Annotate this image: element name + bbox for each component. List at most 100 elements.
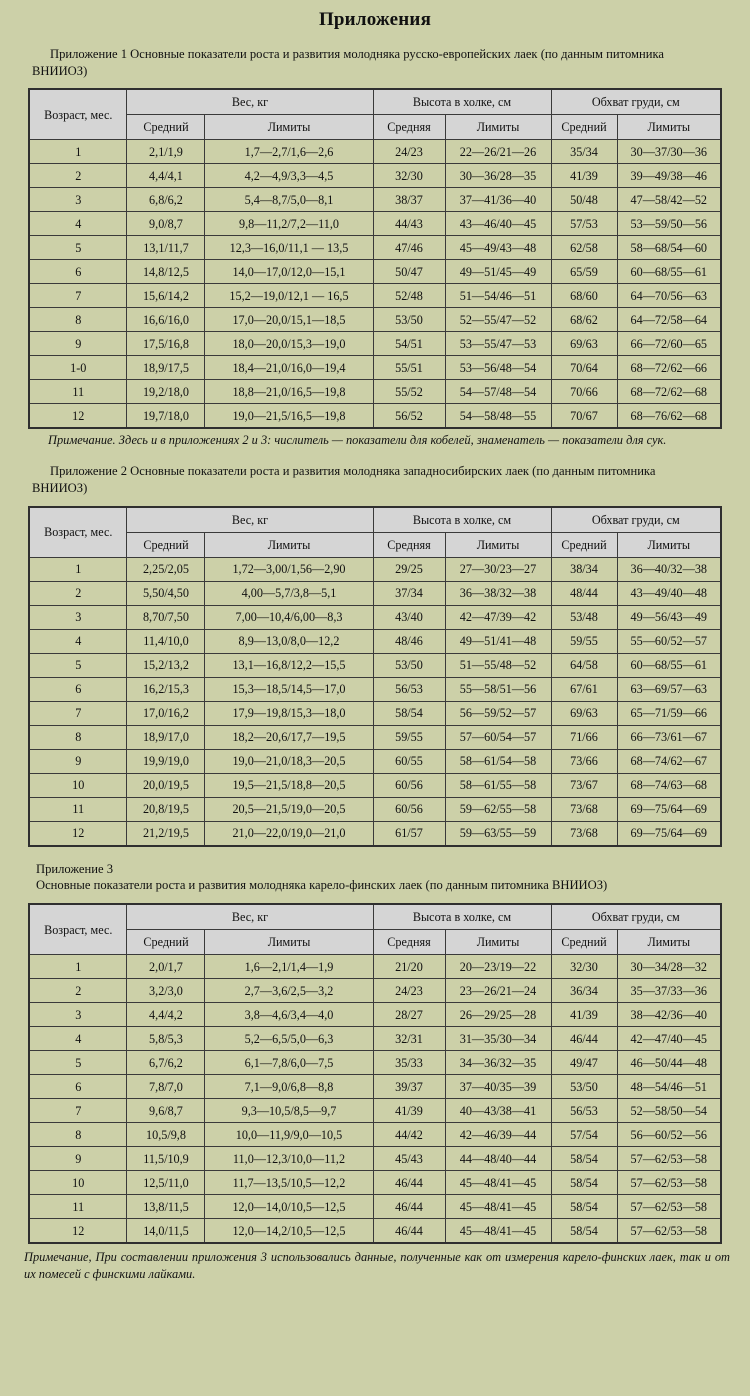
table-row: 6 16,2/15,3 15,3—18,5/14,5—17,0 56/53 55—58/… <box>28 676 722 702</box>
cell-height-lim: 45—48/41—45 <box>444 1218 552 1244</box>
table-header: Возраст, мес. Вес, кг Высота в холке, см… <box>28 88 722 141</box>
col-header-chest-avg: Средний <box>550 531 618 558</box>
cell-weight-lim: 11,7—13,5/10,5—12,2 <box>204 1170 374 1196</box>
cell-weight-lim: 3,8—4,6/3,4—4,0 <box>204 1002 374 1028</box>
cell-weight-lim: 19,0—21,5/16,5—19,8 <box>204 403 374 429</box>
cell-height-avg: 59/55 <box>372 724 446 750</box>
cell-weight-avg: 20,8/19,5 <box>126 796 206 822</box>
cell-weight-avg: 9,0/8,7 <box>126 211 206 237</box>
cell-chest-avg: 64/58 <box>550 652 618 678</box>
col-header-age: Возраст, мес. <box>28 903 128 956</box>
cell-chest-lim: 60—68/55—61 <box>616 259 722 285</box>
cell-chest-lim: 42—47/40—45 <box>616 1026 722 1052</box>
cell-height-lim: 56—59/52—57 <box>444 700 552 726</box>
table-row: 2 4,4/4,1 4,2—4,9/3,3—4,5 32/30 30—36/28—35 4… <box>28 163 722 189</box>
cell-weight-avg: 15,6/14,2 <box>126 283 206 309</box>
cell-age: 6 <box>28 1074 128 1100</box>
cell-weight-lim: 12,0—14,2/10,5—12,5 <box>204 1218 374 1244</box>
header-row-subs: Средний Лимиты Средняя Лимиты Средний Ли… <box>29 114 722 141</box>
cell-height-avg: 29/25 <box>372 556 446 582</box>
cell-chest-lim: 56—60/52—56 <box>616 1122 722 1148</box>
cell-height-avg: 55/51 <box>372 355 446 381</box>
cell-chest-avg: 70/67 <box>550 403 618 429</box>
cell-chest-avg: 68/62 <box>550 307 618 333</box>
cell-height-lim: 44—48/40—44 <box>444 1146 552 1172</box>
cell-weight-lim: 12,0—14,0/10,5—12,5 <box>204 1194 374 1220</box>
cell-height-lim: 51—54/46—51 <box>444 283 552 309</box>
table-row: 1 2,1/1,9 1,7—2,7/1,6—2,6 24/23 22—26/21—26 3… <box>28 139 722 165</box>
cell-age: 5 <box>28 235 128 261</box>
cell-height-lim: 58—61/54—58 <box>444 748 552 774</box>
cell-weight-lim: 10,0—11,9/9,0—10,5 <box>204 1122 374 1148</box>
cell-chest-avg: 71/66 <box>550 724 618 750</box>
cell-weight-lim: 18,8—21,0/16,5—19,8 <box>204 379 374 405</box>
cell-chest-lim: 57—62/53—58 <box>616 1218 722 1244</box>
cell-weight-lim: 4,00—5,7/3,8—5,1 <box>204 580 374 606</box>
cell-chest-lim: 35—37/33—36 <box>616 978 722 1004</box>
cell-age: 8 <box>28 307 128 333</box>
cell-weight-avg: 19,2/18,0 <box>126 379 206 405</box>
cell-weight-avg: 11,5/10,9 <box>126 1146 206 1172</box>
cell-chest-lim: 60—68/55—61 <box>616 652 722 678</box>
cell-weight-avg: 5,8/5,3 <box>126 1026 206 1052</box>
cell-chest-lim: 47—58/42—52 <box>616 187 722 213</box>
cell-height-lim: 58—61/55—58 <box>444 772 552 798</box>
table-row: 4 11,4/10,0 8,9—13,0/8,0—12,2 48/46 49—51/41… <box>28 628 722 654</box>
cell-weight-lim: 1,6—2,1/1,4—1,9 <box>204 954 374 980</box>
cell-height-avg: 32/31 <box>372 1026 446 1052</box>
table-row: 7 17,0/16,2 17,9—19,8/15,3—18,0 58/54 56—59/… <box>28 700 722 726</box>
cell-weight-lim: 7,1—9,0/6,8—8,8 <box>204 1074 374 1100</box>
cell-weight-avg: 21,2/19,5 <box>126 820 206 847</box>
col-header-chest-avg: Средний <box>550 929 618 956</box>
cell-age: 1 <box>28 954 128 980</box>
cell-height-lim: 36—38/32—38 <box>444 580 552 606</box>
table-row: 8 10,5/9,8 10,0—11,9/9,0—10,5 44/42 42—46/39… <box>28 1122 722 1148</box>
cell-height-avg: 53/50 <box>372 307 446 333</box>
cell-weight-lim: 18,4—21,0/16,0—19,4 <box>204 355 374 381</box>
table-row: 3 8,70/7,50 7,00—10,4/6,00—8,3 43/40 42—47/3… <box>28 604 722 630</box>
cell-weight-avg: 8,70/7,50 <box>126 604 206 630</box>
cell-chest-avg: 73/67 <box>550 772 618 798</box>
cell-age: 7 <box>28 700 128 726</box>
cell-chest-avg: 70/64 <box>550 355 618 381</box>
cell-age: 7 <box>28 283 128 309</box>
cell-weight-lim: 2,7—3,6/2,5—3,2 <box>204 978 374 1004</box>
cell-chest-lim: 52—58/50—54 <box>616 1098 722 1124</box>
cell-height-lim: 31—35/30—34 <box>444 1026 552 1052</box>
cell-weight-lim: 9,3—10,5/8,5—9,7 <box>204 1098 374 1124</box>
table-row: 12 21,2/19,5 21,0—22,0/19,0—21,0 61/57 59—63… <box>28 820 722 847</box>
cell-height-lim: 53—56/48—54 <box>444 355 552 381</box>
cell-age: 11 <box>28 1194 128 1220</box>
cell-height-avg: 45/43 <box>372 1146 446 1172</box>
cell-chest-lim: 63—69/57—63 <box>616 676 722 702</box>
cell-age: 2 <box>28 978 128 1004</box>
cell-weight-avg: 4,4/4,1 <box>126 163 206 189</box>
cell-height-avg: 28/27 <box>372 1002 446 1028</box>
col-header-weight-group: Вес, кг <box>126 88 374 116</box>
cell-weight-avg: 2,0/1,7 <box>126 954 206 980</box>
cell-height-lim: 30—36/28—35 <box>444 163 552 189</box>
col-header-height-avg: Средняя <box>372 929 446 956</box>
cell-chest-lim: 68—74/63—68 <box>616 772 722 798</box>
cell-age: 2 <box>28 163 128 189</box>
cell-weight-lim: 18,0—20,0/15,3—19,0 <box>204 331 374 357</box>
cell-height-lim: 34—36/32—35 <box>444 1050 552 1076</box>
appendix1-heading-line1: Приложение 1 Основные показатели роста и… <box>50 46 664 61</box>
cell-weight-avg: 18,9/17,5 <box>126 355 206 381</box>
table-row: 5 15,2/13,2 13,1—16,8/12,2—15,5 53/50 51—55/… <box>28 652 722 678</box>
cell-height-avg: 21/20 <box>372 954 446 980</box>
cell-height-avg: 60/56 <box>372 796 446 822</box>
cell-height-avg: 32/30 <box>372 163 446 189</box>
cell-chest-lim: 68—72/62—68 <box>616 379 722 405</box>
cell-height-lim: 37—40/35—39 <box>444 1074 552 1100</box>
header-row-groups: Возраст, мес. Вес, кг Высота в холке, см… <box>28 903 722 956</box>
cell-height-avg: 56/53 <box>372 676 446 702</box>
table-row: 4 9,0/8,7 9,8—11,2/7,2—11,0 44/43 43—46/40—4… <box>28 211 722 237</box>
cell-age: 1 <box>28 139 128 165</box>
cell-age: 8 <box>28 724 128 750</box>
table-row: 9 11,5/10,9 11,0—12,3/10,0—11,2 45/43 44—48/… <box>28 1146 722 1172</box>
col-header-height-avg: Средняя <box>372 114 446 141</box>
cell-weight-avg: 7,8/7,0 <box>126 1074 206 1100</box>
cell-height-avg: 56/52 <box>372 403 446 429</box>
cell-chest-avg: 69/63 <box>550 331 618 357</box>
